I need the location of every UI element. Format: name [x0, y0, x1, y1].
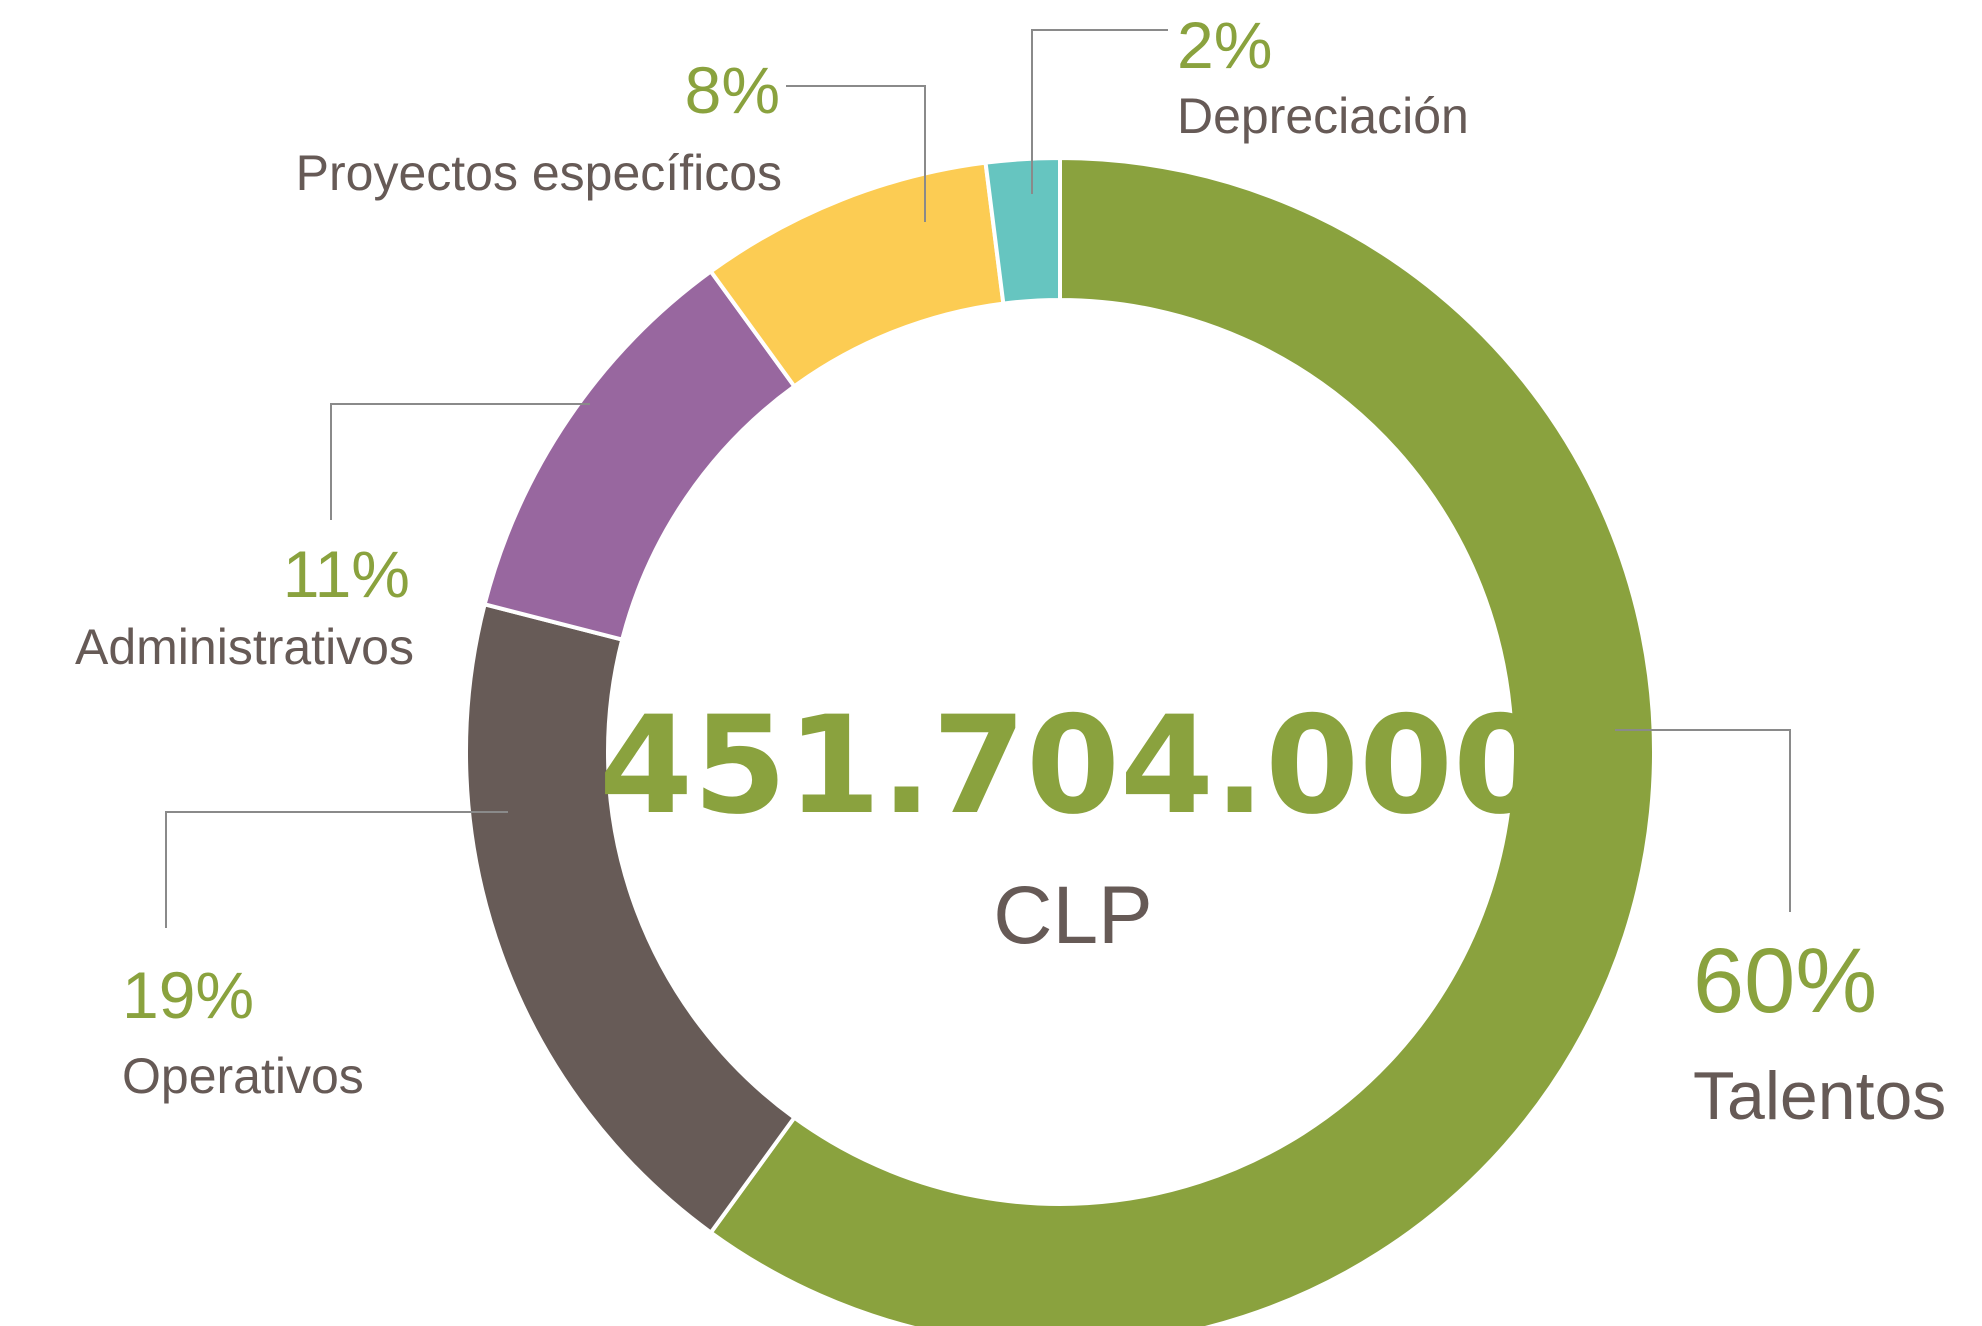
- center-unit: CLP: [993, 870, 1153, 961]
- leader-line-depreciacion: [1031, 29, 1168, 194]
- leader-line-proyectos: [786, 85, 926, 222]
- donut-slices: [464, 155, 1656, 1326]
- slice-percent-operativos: 19%: [122, 958, 254, 1032]
- donut-slice-depreciacion: [983, 155, 1062, 306]
- slice-label-depreciacion: Depreciación: [1177, 88, 1469, 144]
- slice-percent-depreciacion: 2%: [1177, 8, 1272, 82]
- slice-label-proyectos: Proyectos específicos: [296, 145, 782, 201]
- slice-percent-proyectos: 8%: [685, 53, 780, 127]
- leader-lines: [165, 29, 1791, 928]
- donut-slice-administrativos: [482, 268, 798, 643]
- leader-line-administrativos: [330, 403, 590, 520]
- slice-percent-administrativos: 11%: [283, 537, 410, 611]
- donut-slice-talentos: [708, 155, 1656, 1326]
- center-total: 451.704.000: [599, 687, 1547, 844]
- slice-label-talentos: Talentos: [1693, 1058, 1946, 1134]
- leader-line-talentos: [1615, 729, 1791, 912]
- slice-label-operativos: Operativos: [122, 1048, 364, 1104]
- leader-line-operativos: [165, 811, 508, 928]
- slice-label-administrativos: Administrativos: [75, 619, 414, 675]
- slice-percent-talentos: 60%: [1693, 930, 1877, 1032]
